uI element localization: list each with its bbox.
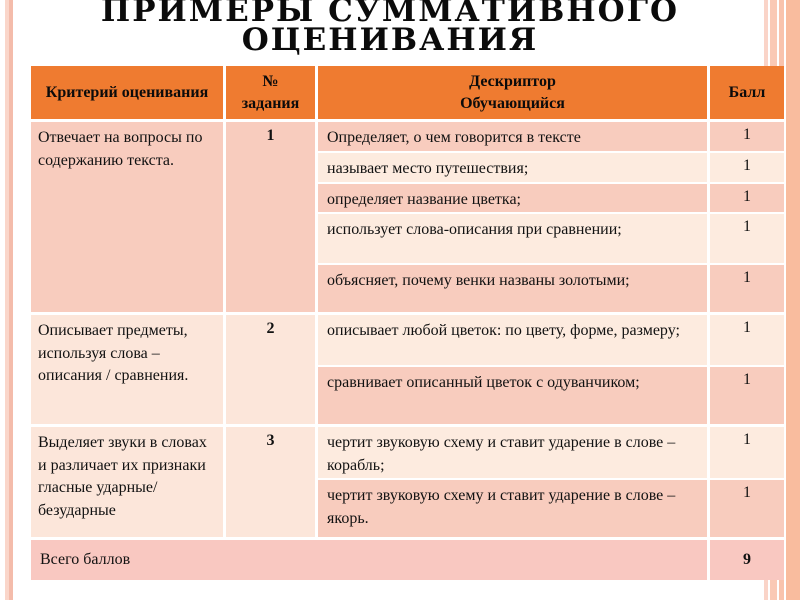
criterion-group-1: Отвечает на вопросы по содержанию текста…: [31, 122, 784, 312]
descriptor-score: 1: [710, 214, 784, 263]
descriptor-score: 1: [710, 480, 784, 537]
descriptor-score: 1: [710, 184, 784, 212]
descriptor-stack: Определяет, о чем говорится в тексте 1 н…: [318, 122, 784, 312]
header-criterion-label: Критерий оценивания: [45, 83, 209, 101]
header-cell-score: Балл: [710, 66, 784, 119]
descriptor-row: использует слова-описания при сравнении;…: [318, 214, 784, 263]
table-header-row: Критерий оценивания № задания Дескриптор…: [31, 66, 784, 119]
descriptor-text: использует слова-описания при сравнении;: [318, 214, 707, 263]
descriptor-row: определяет название цветка; 1: [318, 184, 784, 212]
header-task-number-line2: задания: [241, 94, 300, 112]
header-task-number-line1: №: [262, 73, 279, 91]
descriptor-text: объясняет, почему венки названы золотыми…: [318, 265, 707, 312]
descriptor-text: сравнивает описанный цветок с одуванчико…: [318, 367, 707, 424]
total-row: Всего баллов 9: [31, 540, 784, 580]
header-cell-task-number: № задания: [226, 66, 315, 119]
criterion-group-3: Выделяет звуки в словах и различает их п…: [31, 427, 784, 537]
criterion-group-2: Описывает предметы, используя слова – оп…: [31, 315, 784, 424]
descriptor-row: чертит звуковую схему и ставит ударение …: [318, 480, 784, 537]
header-cell-criterion: Критерий оценивания: [31, 66, 223, 119]
descriptor-text: называет место путешествия;: [318, 153, 707, 182]
descriptor-row: описывает любой цветок: по цвету, форме,…: [318, 315, 784, 365]
header-cell-descriptor: Дескриптор Обучающийся: [318, 66, 707, 119]
descriptor-text: определяет название цветка;: [318, 184, 707, 212]
task-number-cell: 2: [226, 315, 315, 424]
total-score: 9: [710, 540, 784, 580]
descriptor-text: описывает любой цветок: по цвету, форме,…: [318, 315, 707, 365]
descriptor-score: 1: [710, 265, 784, 312]
task-number-cell: 3: [226, 427, 315, 537]
header-descriptor-line2: Обучающийся: [460, 94, 565, 112]
descriptor-score: 1: [710, 122, 784, 151]
descriptor-stack: чертит звуковую схему и ставит ударение …: [318, 427, 784, 537]
descriptor-stack: описывает любой цветок: по цвету, форме,…: [318, 315, 784, 424]
criterion-cell: Выделяет звуки в словах и различает их п…: [31, 427, 223, 537]
header-score-label: Балл: [728, 83, 766, 101]
task-number-cell: 1: [226, 122, 315, 312]
descriptor-text: Определяет, о чем говорится в тексте: [318, 122, 707, 151]
slide-title: ПРИМЕРЫ СУММАТИВНОГО ОЦЕНИВАНИЯ: [100, 0, 680, 58]
total-label: Всего баллов: [31, 540, 707, 580]
descriptor-row: чертит звуковую схему и ставит ударение …: [318, 427, 784, 478]
left-border-stripe-inner: [9, 0, 13, 600]
descriptor-row: Определяет, о чем говорится в тексте 1: [318, 122, 784, 151]
descriptor-score: 1: [710, 427, 784, 478]
header-descriptor-line1: Дескриптор: [469, 73, 556, 91]
descriptor-text: чертит звуковую схему и ставит ударение …: [318, 427, 707, 478]
assessment-table: Критерий оценивания № задания Дескриптор…: [31, 66, 784, 580]
left-border-stripe-outer: [5, 0, 9, 600]
descriptor-score: 1: [710, 367, 784, 424]
descriptor-row: сравнивает описанный цветок с одуванчико…: [318, 367, 784, 424]
descriptor-text: чертит звуковую схему и ставит ударение …: [318, 480, 707, 537]
descriptor-score: 1: [710, 315, 784, 365]
criterion-cell: Описывает предметы, используя слова – оп…: [31, 315, 223, 424]
descriptor-score: 1: [710, 153, 784, 182]
right-border-band: [786, 0, 800, 600]
criterion-cell: Отвечает на вопросы по содержанию текста…: [31, 122, 223, 312]
descriptor-row: объясняет, почему венки названы золотыми…: [318, 265, 784, 312]
descriptor-row: называет место путешествия; 1: [318, 153, 784, 182]
